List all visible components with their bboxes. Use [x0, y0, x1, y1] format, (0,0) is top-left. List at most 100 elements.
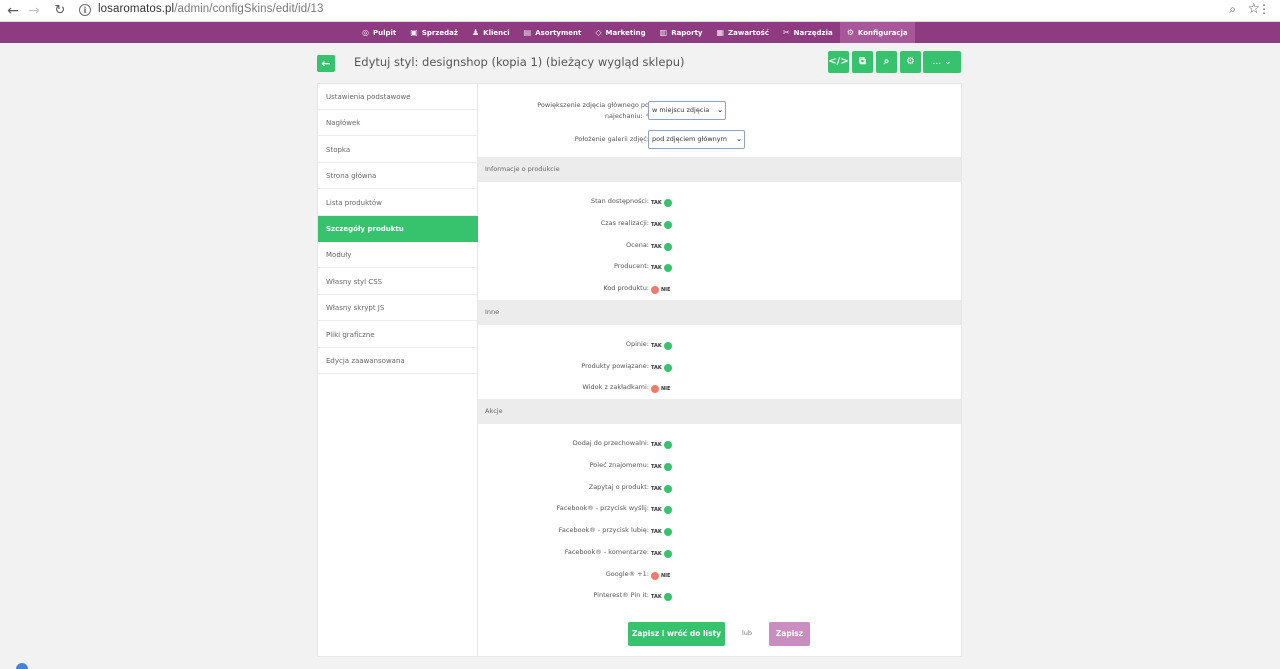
toggle-knob: [663, 592, 672, 601]
toggle-label: Pinterest® Pin it:: [593, 591, 649, 599]
info-icon[interactable]: i: [79, 4, 91, 16]
zoom-label-text: Powiększenie zdjęcia głównego po najecha…: [537, 101, 649, 120]
toggle-switch[interactable]: TAK: [651, 363, 672, 372]
toggle-state: TAK: [651, 593, 662, 600]
toggle-switch[interactable]: NIE: [651, 384, 670, 393]
url-host: losaromatos.pl: [98, 3, 175, 15]
toggle-switch[interactable]: TAK: [651, 220, 672, 229]
code-view-button[interactable]: </>: [828, 51, 849, 73]
bookmark-star-icon[interactable]: ☆: [1247, 1, 1260, 17]
browser-menu-icon[interactable]: ⋮: [1258, 2, 1270, 16]
toggle-switch[interactable]: TAK: [651, 198, 672, 207]
toggle-switch[interactable]: TAK: [651, 263, 672, 272]
sidebar-item[interactable]: Ustawienia podstawowe: [318, 84, 478, 110]
topnav-item-1[interactable]: ▣ Sprzedaż: [403, 22, 465, 43]
toggle-label: Facebook® - komentarze:: [564, 548, 649, 556]
toggle-switch[interactable]: TAK: [651, 549, 672, 558]
sidebar-item[interactable]: Pliki graficzne: [318, 322, 478, 348]
preview-search-button[interactable]: ⌕: [876, 51, 897, 73]
url-text[interactable]: losaromatos.pl/admin/configSkins/edit/id…: [98, 3, 323, 15]
toggle-label: Ocena:: [626, 241, 649, 249]
admin-top-nav: ◎ Pulpit ▣ Sprzedaż ♟ Klienci ▤ Asortyment ◇ Mark…: [0, 22, 1280, 43]
toggle-switch[interactable]: TAK: [651, 440, 672, 449]
toggle-switch[interactable]: NIE: [651, 285, 670, 294]
toggle-state: TAK: [651, 199, 662, 206]
zoom-select[interactable]: w miejscu zdjęcia ⌄: [648, 101, 726, 120]
address-bar[interactable]: i losaromatos.pl/admin/configSkins/edit/…: [74, 0, 1270, 21]
zoom-label: Powiększenie zdjęcia głównego po najecha…: [509, 100, 649, 122]
copy-button[interactable]: ⧉: [852, 51, 873, 73]
topnav-icon: ▥: [659, 28, 668, 37]
toggle-switch[interactable]: TAK: [651, 484, 672, 493]
toggle-state: NIE: [661, 572, 671, 579]
back-arrow-icon[interactable]: ←: [7, 3, 19, 19]
toggle-switch[interactable]: TAK: [651, 242, 672, 251]
toggle-state: NIE: [661, 286, 671, 293]
sidebar-item[interactable]: Własny skrypt JS: [318, 295, 478, 322]
toggle-switch[interactable]: TAK: [651, 527, 672, 536]
toggle-knob: [663, 198, 672, 207]
toggle-label: Facebook® - przycisk lubię:: [558, 526, 649, 534]
toggle-switch[interactable]: TAK: [651, 505, 672, 514]
toggle-knob: [663, 462, 672, 471]
toggle-label: Zapytaj o produkt:: [588, 483, 649, 491]
sidebar-item[interactable]: Własny styl CSS: [318, 269, 478, 295]
zoom-select-value: w miejscu zdjęcia: [652, 106, 710, 114]
toggle-switch[interactable]: TAK: [651, 462, 672, 471]
sidebar-item[interactable]: Edycja zaawansowana: [318, 348, 478, 374]
topnav-label: Narzędzia: [793, 28, 833, 37]
toggle-switch[interactable]: TAK: [651, 592, 672, 601]
toggle-switch[interactable]: TAK: [651, 341, 672, 350]
sidebar-item[interactable]: Stopka: [318, 137, 478, 163]
toggle-switch[interactable]: NIE: [651, 571, 670, 580]
topnav-label: Konfiguracja: [857, 28, 908, 37]
toggle-state: NIE: [661, 385, 671, 392]
topnav-label: Raporty: [671, 28, 703, 37]
toggle-label: Google® +1:: [605, 570, 649, 578]
toggle-state: TAK: [651, 364, 662, 371]
topnav-item-2[interactable]: ♟ Klienci: [465, 22, 517, 43]
topnav-icon: ◎: [362, 28, 369, 37]
toggle-label: Poleć znajomemu:: [589, 461, 649, 469]
forward-arrow-icon[interactable]: →: [28, 3, 40, 19]
reload-icon[interactable]: ↻: [54, 3, 66, 18]
sidebar-item[interactable]: Strona główna: [318, 163, 478, 190]
toggle-state: TAK: [651, 463, 662, 470]
sidebar-item[interactable]: Moduły: [318, 242, 478, 269]
section-header-other: Inne: [478, 300, 961, 325]
toggle-state: TAK: [651, 441, 662, 448]
topnav-label: Pulpit: [372, 28, 397, 37]
topnav-item-6[interactable]: ▦ Zawartość: [709, 22, 775, 43]
toggle-knob: [663, 341, 672, 350]
topnav-item-3[interactable]: ▤ Asortyment: [517, 22, 589, 43]
topnav-item-4[interactable]: ◇ Marketing: [588, 22, 652, 43]
toggle-knob: [651, 285, 659, 294]
topnav-label: Sprzedaż: [421, 28, 458, 37]
topnav-icon: ▦: [716, 28, 725, 37]
gallery-select[interactable]: pod zdjęciem głównym ⌄: [648, 130, 745, 149]
toggle-knob: [663, 527, 672, 536]
toggle-knob: [663, 363, 672, 372]
more-actions-dropdown[interactable]: ... ⌄: [923, 51, 961, 73]
toggle-state: TAK: [651, 485, 662, 492]
sidebar-item[interactable]: Nagłówek: [318, 110, 478, 137]
toggle-label: Czas realizacji:: [600, 219, 649, 227]
sidebar-item[interactable]: Lista produktów: [318, 190, 478, 216]
toggle-knob: [651, 384, 659, 393]
zoom-icon[interactable]: ⌕: [1229, 2, 1236, 16]
topnav-item-8[interactable]: ⚙ Konfiguracja: [839, 22, 915, 43]
toggle-knob: [663, 484, 672, 493]
toggle-state: TAK: [651, 221, 662, 228]
topnav-item-7[interactable]: ✂ Narzędzia: [776, 22, 840, 43]
toggle-state: TAK: [651, 342, 662, 349]
topnav-item-0[interactable]: ◎ Pulpit: [355, 22, 403, 43]
sidebar-item[interactable]: Szczegóły produktu: [318, 216, 478, 242]
save-and-return-button[interactable]: Zapisz i wróć do listy: [628, 622, 725, 646]
topnav-item-5[interactable]: ▥ Raporty: [653, 22, 710, 43]
topnav-icon: ▤: [523, 28, 532, 37]
toggle-label: Stan dostępności:: [590, 197, 649, 205]
save-button[interactable]: Zapisz: [769, 622, 810, 646]
settings-button[interactable]: ⚙: [900, 51, 921, 73]
chevron-down-icon: ⌄: [736, 135, 742, 143]
back-to-list-button[interactable]: ←: [317, 55, 335, 72]
